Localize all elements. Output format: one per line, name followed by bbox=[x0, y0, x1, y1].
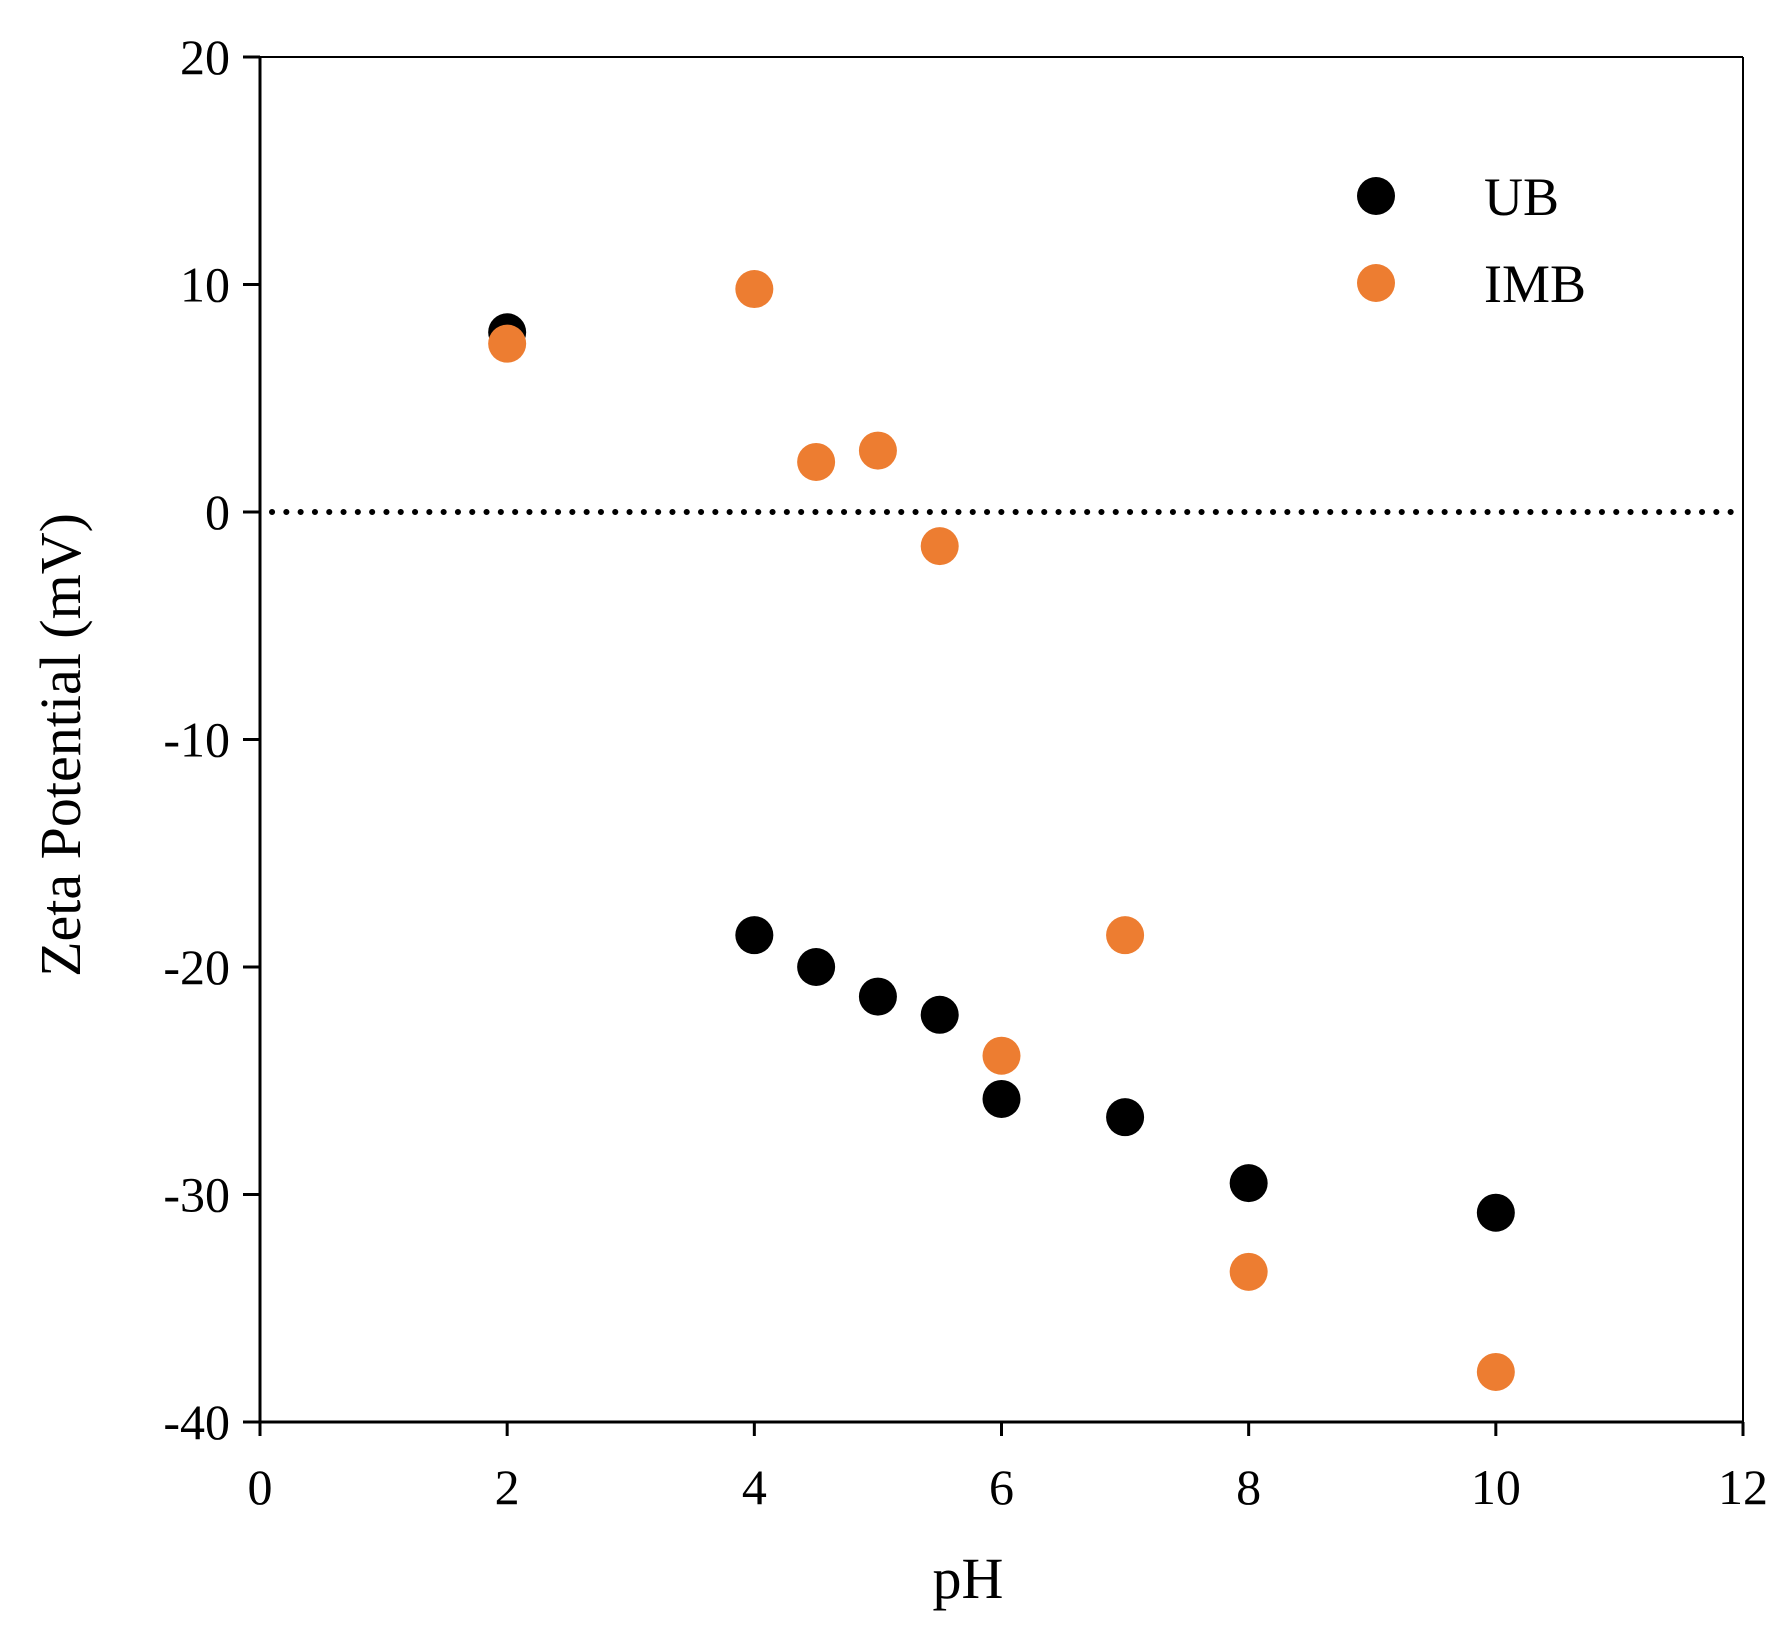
legend: UB IMB bbox=[1357, 167, 1586, 314]
imb-data-point bbox=[1106, 916, 1145, 955]
imb-data-point bbox=[735, 270, 774, 309]
imb-data-point bbox=[920, 527, 959, 566]
legend-label-imb: IMB bbox=[1484, 254, 1586, 314]
y-axis-title: Zeta Potential (mV) bbox=[28, 513, 93, 977]
x-tick-label: 2 bbox=[495, 1459, 520, 1515]
legend-marker-imb bbox=[1357, 264, 1395, 302]
x-axis-title: pH bbox=[933, 1546, 1004, 1611]
imb-data-point bbox=[1476, 1352, 1515, 1391]
x-tick-label: 4 bbox=[742, 1459, 767, 1515]
ub-data-point bbox=[858, 977, 897, 1016]
ub-data-point bbox=[797, 948, 836, 986]
y-tick-label: -40 bbox=[163, 1394, 230, 1450]
y-tick-labels: 20 10 0 -10 -20 -30 -40 bbox=[163, 29, 230, 1450]
data-points bbox=[488, 270, 1515, 1391]
x-tick-label: 10 bbox=[1471, 1459, 1521, 1515]
tick-marks bbox=[243, 55, 1745, 1436]
ub-data-point bbox=[982, 1079, 1021, 1118]
y-tick-label: -10 bbox=[163, 712, 230, 768]
y-tick-label: -30 bbox=[163, 1167, 230, 1223]
imb-data-point bbox=[797, 442, 836, 481]
imb-data-point bbox=[982, 1036, 1021, 1075]
x-tick-label: 12 bbox=[1718, 1459, 1768, 1515]
imb-data-point bbox=[1229, 1252, 1268, 1291]
y-tick-label: -20 bbox=[163, 939, 230, 995]
legend-marker-ub bbox=[1357, 177, 1395, 215]
x-tick-label: 8 bbox=[1236, 1459, 1261, 1515]
ub-data-point bbox=[1229, 1164, 1268, 1203]
ub-data-point bbox=[1476, 1193, 1515, 1232]
ub-data-point bbox=[920, 995, 959, 1034]
y-tick-label: 10 bbox=[180, 257, 230, 313]
x-tick-label: 0 bbox=[248, 1459, 273, 1515]
imb-data-point bbox=[858, 431, 897, 470]
legend-label-ub: UB bbox=[1484, 167, 1559, 227]
x-tick-labels: 0 2 4 6 8 10 12 bbox=[248, 1459, 1769, 1515]
x-tick-label: 6 bbox=[989, 1459, 1014, 1515]
ub-data-point bbox=[735, 916, 774, 955]
imb-data-point bbox=[488, 324, 527, 363]
y-tick-label: 20 bbox=[180, 29, 230, 85]
ub-data-point bbox=[1106, 1098, 1145, 1137]
y-tick-label: 0 bbox=[205, 484, 230, 540]
